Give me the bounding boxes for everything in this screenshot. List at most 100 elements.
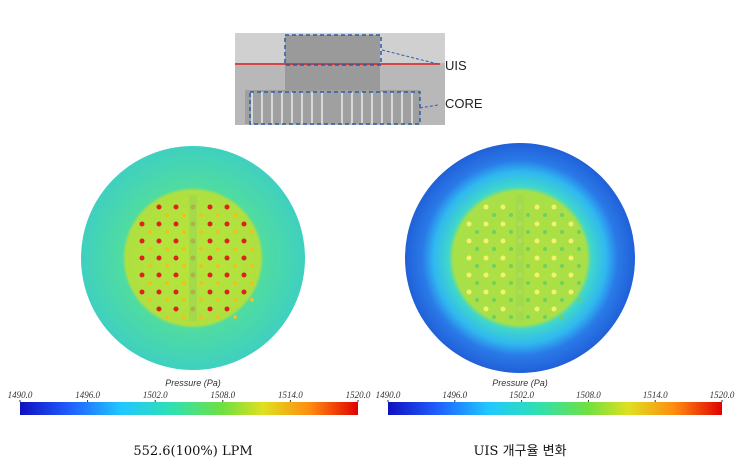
- dot: [543, 213, 547, 217]
- dot: [466, 272, 472, 278]
- dot: [199, 298, 203, 302]
- dot: [551, 238, 557, 244]
- dot: [207, 306, 213, 312]
- dot: [534, 272, 540, 278]
- dot: [139, 289, 145, 295]
- dot: [207, 204, 213, 210]
- dot: [182, 315, 186, 319]
- dot: [534, 306, 540, 312]
- dot: [224, 204, 230, 210]
- dot: [250, 298, 254, 302]
- dot: [551, 306, 557, 312]
- dot: [577, 230, 581, 234]
- dot: [156, 221, 162, 227]
- dot: [156, 255, 162, 261]
- dot: [466, 255, 472, 261]
- dot: [475, 264, 479, 268]
- dot: [551, 255, 557, 261]
- dot: [173, 306, 179, 312]
- dot: [148, 298, 152, 302]
- dot: [543, 230, 547, 234]
- dot: [483, 204, 489, 210]
- dot: [224, 306, 230, 312]
- dot: [483, 238, 489, 244]
- dot: [509, 247, 513, 251]
- tick-label: 1508.0: [576, 390, 601, 400]
- dot: [165, 230, 169, 234]
- dot: [139, 221, 145, 227]
- tick-label: 1490.0: [8, 390, 33, 400]
- dot: [173, 255, 179, 261]
- tick-label: 1520.0: [346, 390, 371, 400]
- dot: [500, 272, 506, 278]
- dot: [233, 213, 237, 217]
- dot: [526, 281, 530, 285]
- colorbar-title: Pressure (Pa): [165, 378, 221, 388]
- dot: [500, 255, 506, 261]
- dot: [156, 306, 162, 312]
- dot: [526, 230, 530, 234]
- dot: [241, 221, 247, 227]
- dot: [466, 221, 472, 227]
- dot: [199, 264, 203, 268]
- dot: [551, 289, 557, 295]
- dot: [216, 281, 220, 285]
- dot: [500, 306, 506, 312]
- dot: [148, 281, 152, 285]
- dot: [139, 238, 145, 244]
- tick-label: 1502.0: [143, 390, 168, 400]
- dot: [543, 247, 547, 251]
- dot: [577, 298, 581, 302]
- dot: [560, 315, 564, 319]
- dot: [500, 204, 506, 210]
- dot: [526, 213, 530, 217]
- tick-label: 1496.0: [442, 390, 467, 400]
- tick-label: 1520.0: [710, 390, 735, 400]
- tick-label: 1514.0: [643, 390, 668, 400]
- dot: [526, 315, 530, 319]
- dot: [216, 213, 220, 217]
- dots: [139, 195, 581, 321]
- dot: [224, 289, 230, 295]
- tick-label: 1502.0: [509, 390, 534, 400]
- dot: [165, 281, 169, 285]
- dot: [509, 213, 513, 217]
- dot: [543, 315, 547, 319]
- dot: [483, 306, 489, 312]
- dot: [492, 298, 496, 302]
- dot: [534, 238, 540, 244]
- dot: [534, 255, 540, 261]
- dot: [156, 289, 162, 295]
- channel: [516, 195, 524, 321]
- dot: [182, 298, 186, 302]
- dot: [173, 221, 179, 227]
- dot: [165, 213, 169, 217]
- dot: [492, 264, 496, 268]
- dot: [500, 289, 506, 295]
- label: CORE: [445, 96, 483, 111]
- dot: [165, 247, 169, 251]
- dot: [224, 272, 230, 278]
- dot: [148, 230, 152, 234]
- colorbar-title: Pressure (Pa): [492, 378, 548, 388]
- dot: [199, 281, 203, 285]
- tick-label: 1514.0: [278, 390, 303, 400]
- dot: [233, 230, 237, 234]
- dot: [233, 315, 237, 319]
- dot: [250, 247, 254, 251]
- colorbar: [388, 402, 722, 415]
- dot: [148, 247, 152, 251]
- dot: [551, 204, 557, 210]
- dot: [139, 255, 145, 261]
- dot: [207, 289, 213, 295]
- dot: [483, 221, 489, 227]
- dot: [233, 298, 237, 302]
- dot: [182, 247, 186, 251]
- dot: [492, 315, 496, 319]
- dot: [241, 272, 247, 278]
- dot: [509, 281, 513, 285]
- dot: [250, 264, 254, 268]
- dot: [233, 281, 237, 285]
- dot: [156, 204, 162, 210]
- dot: [207, 221, 213, 227]
